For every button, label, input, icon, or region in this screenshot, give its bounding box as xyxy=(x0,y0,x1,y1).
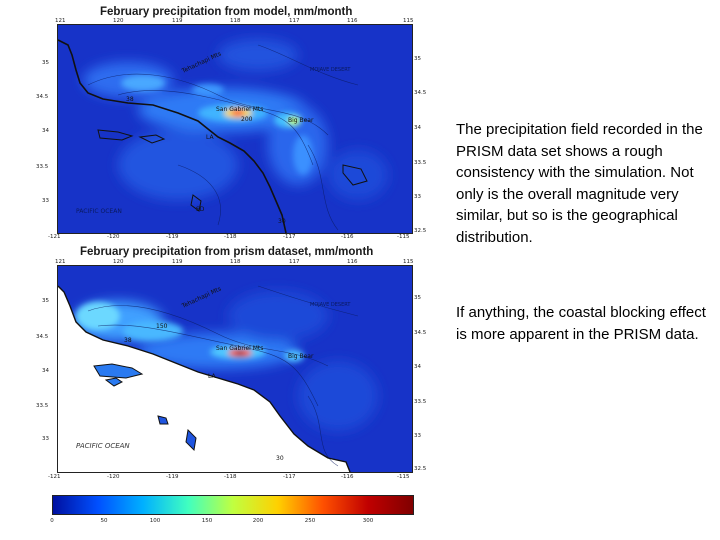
description-paragraph-1: The precipitation field recorded in the … xyxy=(456,121,703,246)
bottom-label-big-bear: Big Bear xyxy=(288,353,314,360)
top-lon-tick-bottom: -116 xyxy=(341,234,354,240)
bottom-map-title: February precipitation from prism datase… xyxy=(80,246,374,258)
bottom-lon-tick: 116 xyxy=(347,259,358,265)
top-lon-tick: 115 xyxy=(403,18,414,24)
bottom-lon-tick: 115 xyxy=(403,259,414,265)
bottom-label-150: 150 xyxy=(156,323,168,330)
colorbar-tick: 250 xyxy=(304,518,316,524)
colorbar-gradient xyxy=(53,496,413,514)
top-lat-tick-right: 33.5 xyxy=(414,160,427,166)
top-lon-tick: 121 xyxy=(55,18,66,24)
top-lat-tick-right: 32.5 xyxy=(414,228,427,234)
bottom-label-30: 30 xyxy=(276,455,284,462)
bottom-lon-tick-bottom: -119 xyxy=(166,474,179,480)
colorbar-tick: 100 xyxy=(149,518,161,524)
top-lon-tick: 120 xyxy=(113,18,124,24)
bottom-lon-tick: 121 xyxy=(55,259,66,265)
bottom-map: Tehachapi Mts MOJAVE DESERT San Gabriel … xyxy=(57,265,413,473)
bottom-lon-tick: 120 xyxy=(113,259,124,265)
bottom-lat-tick-left: 34.5 xyxy=(36,334,49,340)
bottom-lon-tick-bottom: -118 xyxy=(224,474,237,480)
colorbar-tick: 150 xyxy=(201,518,213,524)
bottom-label-san-gabriel: San Gabriel Mts xyxy=(216,345,263,352)
bottom-lat-tick-right: 33 xyxy=(414,433,421,439)
bottom-label-la: LA xyxy=(208,373,216,380)
top-label-big-bear: Big Bear xyxy=(288,117,314,124)
bottom-lat-tick-left: 34 xyxy=(42,368,49,374)
colorbar-tick: 200 xyxy=(252,518,264,524)
bottom-lon-tick: 119 xyxy=(172,259,183,265)
top-label-38: 38 xyxy=(126,96,134,103)
top-lon-tick: 118 xyxy=(230,18,241,24)
top-lat-tick-left: 34.5 xyxy=(36,94,49,100)
top-label-30: 30 xyxy=(278,218,286,225)
top-map-field: Tehachapi Mts MOJAVE DESERT San Gabriel … xyxy=(58,25,412,233)
top-label-200: 200 xyxy=(241,116,253,123)
bottom-lon-tick-bottom: -117 xyxy=(283,474,296,480)
bottom-lat-tick-right: 33.5 xyxy=(414,399,427,405)
colorbar-tick: 300 xyxy=(362,518,374,524)
top-lon-tick: 119 xyxy=(172,18,183,24)
top-label-la: LA xyxy=(206,134,214,141)
bottom-lon-tick-bottom: -120 xyxy=(107,474,120,480)
top-lon-tick-bottom: -117 xyxy=(283,234,296,240)
top-lat-tick-left: 33.5 xyxy=(36,164,49,170)
bottom-map-field: Tehachapi Mts MOJAVE DESERT San Gabriel … xyxy=(58,266,412,472)
bottom-lat-tick-right: 34 xyxy=(414,364,421,370)
description-paragraph-2: If anything, the coastal blocking effect… xyxy=(456,304,706,343)
bottom-lat-tick-left: 35 xyxy=(42,298,49,304)
top-label-mojave: MOJAVE DESERT xyxy=(310,67,351,73)
top-label-ocean: PACIFIC OCEAN xyxy=(76,208,122,215)
bottom-lat-tick-right: 35 xyxy=(414,295,421,301)
top-lat-tick-left: 33 xyxy=(42,198,49,204)
top-lon-tick-bottom: -119 xyxy=(166,234,179,240)
top-lon-tick-bottom: -118 xyxy=(224,234,237,240)
top-lon-tick-bottom: -121 xyxy=(48,234,61,240)
bottom-lon-tick-bottom: -121 xyxy=(48,474,61,480)
top-lon-tick: 116 xyxy=(347,18,358,24)
bottom-label-mojave: MOJAVE DESERT xyxy=(310,302,351,308)
top-lat-tick-right: 34.5 xyxy=(414,90,427,96)
bottom-label-ocean: PACIFIC OCEAN xyxy=(76,442,130,450)
top-lon-tick-bottom: -115 xyxy=(397,234,410,240)
bottom-label-38: 38 xyxy=(124,337,132,344)
top-label-sd: SD xyxy=(196,206,205,213)
top-map: Tehachapi Mts MOJAVE DESERT San Gabriel … xyxy=(57,24,413,234)
bottom-lon-tick: 118 xyxy=(230,259,241,265)
top-label-san-gabriel: San Gabriel Mts xyxy=(216,106,263,113)
colorbar xyxy=(52,495,414,515)
top-map-title: February precipitation from model, mm/mo… xyxy=(100,6,353,18)
colorbar-tick: 50 xyxy=(100,518,108,524)
bottom-lon-tick: 117 xyxy=(289,259,300,265)
bottom-lat-tick-left: 33 xyxy=(42,436,49,442)
top-lat-tick-right: 34 xyxy=(414,125,421,131)
top-lat-tick-left: 35 xyxy=(42,60,49,66)
bottom-lon-tick-bottom: -116 xyxy=(341,474,354,480)
bottom-lat-tick-left: 33.5 xyxy=(36,403,49,409)
top-lat-tick-left: 34 xyxy=(42,128,49,134)
bottom-lat-tick-right: 32.5 xyxy=(414,466,427,472)
bottom-lon-tick-bottom: -115 xyxy=(397,474,410,480)
top-lat-tick-right: 35 xyxy=(414,56,421,62)
bottom-lat-tick-right: 34.5 xyxy=(414,330,427,336)
top-lat-tick-right: 33 xyxy=(414,194,421,200)
colorbar-tick: 0 xyxy=(50,518,54,524)
top-lon-tick-bottom: -120 xyxy=(107,234,120,240)
top-lon-tick: 117 xyxy=(289,18,300,24)
